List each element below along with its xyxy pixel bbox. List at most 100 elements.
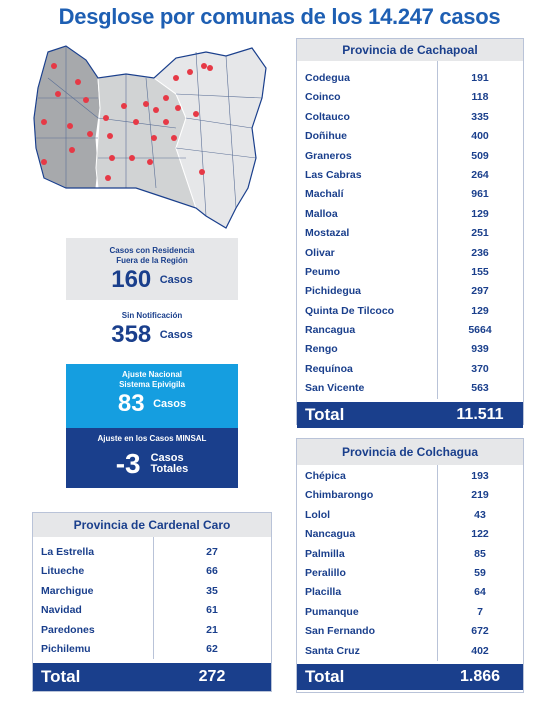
table-row: San Vicente 563 [297, 379, 523, 398]
comuna-cases: 59 [474, 566, 486, 579]
comuna-name: Rengo [305, 343, 338, 356]
comuna-cases: 251 [471, 227, 489, 240]
table-row: La Estrella 27 [33, 543, 271, 562]
table-row: Requínoa 370 [297, 360, 523, 379]
comuna-name: San Vicente [305, 382, 365, 395]
table-row: Quinta De Tilcoco 129 [297, 302, 523, 321]
comuna-name: Lolol [305, 508, 331, 521]
cardenal-caro-total-row: Total 272 [33, 663, 271, 692]
comuna-cases: 939 [471, 343, 489, 356]
table-row: Chépica 193 [297, 467, 523, 486]
cardenal-caro-header: Provincia de Cardenal Caro [33, 513, 271, 537]
table-row: Pichilemu 62 [33, 640, 271, 659]
comuna-name: Coltauco [305, 110, 350, 123]
table-row: Malloa 129 [297, 205, 523, 224]
table-row: Pumanque 7 [297, 603, 523, 622]
sin-notificacion-unit: Casos [159, 329, 193, 341]
residencia-label-2: Fuera de la Región [116, 256, 188, 265]
page-title: Desglose por comunas de los 14.247 casos [58, 4, 501, 29]
table-row: San Fernando 672 [297, 622, 523, 641]
total-value: 1.866 [459, 667, 501, 685]
comuna-cases: 21 [206, 623, 218, 636]
comuna-cases: 85 [474, 547, 486, 560]
table-row: Machalí 961 [297, 185, 523, 204]
comuna-name: Olivar [305, 246, 335, 259]
comuna-cases: 122 [471, 528, 489, 541]
cardenal-caro-rows: La Estrella 27 Litueche 66 Marchigue 35 Navida… [33, 537, 271, 660]
location-pin-icon [41, 63, 213, 181]
comuna-cases: 155 [471, 265, 489, 278]
comuna-name: Quinta De Tilcoco [305, 304, 395, 317]
comuna-cases: 62 [206, 642, 218, 655]
cachapoal-rows: Codegua 191 Coinco 118 Coltauco 335 Doñihue 400… [297, 61, 523, 399]
residencia-box: Casos con Residencia Fuera de la Región … [66, 238, 238, 300]
comuna-cases: 7 [477, 605, 483, 618]
ajuste-nacional-label-2: Sistema Epivigila [119, 380, 185, 389]
comuna-cases: 193 [471, 470, 489, 482]
table-row: Santa Cruz 402 [297, 642, 523, 661]
comuna-name: Placilla [305, 586, 342, 599]
table-row: Coltauco 335 [297, 108, 523, 127]
table-row: Rancagua 5664 [297, 321, 523, 340]
comuna-cases: 118 [471, 91, 489, 104]
table-row: Navidad 61 [33, 601, 271, 620]
comuna-name: Graneros [305, 149, 352, 162]
column-divider [437, 61, 438, 399]
comuna-name: La Estrella [41, 546, 95, 558]
comuna-name: Pichilemu [41, 642, 91, 655]
table-row: Nancagua 122 [297, 525, 523, 544]
total-label: Total [305, 666, 345, 686]
comuna-cases: 236 [471, 246, 489, 259]
total-label: Total [41, 667, 81, 687]
comuna-name: Pumanque [305, 605, 359, 618]
comuna-name: Peralillo [305, 566, 346, 579]
comuna-cases: 191 [471, 72, 489, 84]
comuna-cases: 672 [471, 625, 489, 638]
ajuste-minsal-label: Ajuste en los Casos MINSAL [97, 434, 207, 443]
cachapoal-header: Provincia de Cachapoal [297, 39, 523, 61]
ajuste-nacional-label: Ajuste Nacional [121, 370, 182, 379]
comuna-cases: 43 [474, 508, 486, 521]
residencia-label: Casos con Residencia [109, 246, 195, 255]
comuna-cases: 961 [471, 188, 489, 201]
table-row: Marchigue 35 [33, 582, 271, 601]
comuna-name: Machalí [305, 188, 344, 201]
table-row: Codegua 191 [297, 69, 523, 88]
comuna-cases: 264 [471, 168, 489, 181]
table-row: Pichidegua 297 [297, 282, 523, 301]
region-map-icon [33, 45, 267, 229]
ajuste-minsal-unit-2: Totales [150, 463, 189, 475]
comuna-cases: 129 [471, 207, 489, 220]
comuna-name: Pichidegua [305, 285, 362, 298]
comuna-cases: 219 [471, 489, 489, 502]
comuna-cases: 64 [474, 586, 486, 599]
comuna-name: Mostazal [305, 227, 350, 240]
comuna-name: Doñihue [305, 130, 347, 143]
comuna-name: Coinco [305, 91, 341, 104]
comuna-cases: 61 [206, 604, 218, 617]
comuna-cases: 335 [471, 110, 489, 123]
comuna-name: Las Cabras [305, 168, 362, 181]
table-row: Chimbarongo 219 [297, 486, 523, 505]
ajuste-nacional-value: 83 [117, 390, 145, 417]
comuna-cases: 27 [206, 546, 218, 558]
comuna-name: San Fernando [305, 625, 376, 638]
comuna-name: Navidad [41, 604, 82, 617]
cachapoal-table: Provincia de Cachapoal Codegua 191 Coinco 1… [296, 38, 524, 428]
ajuste-minsal-unit-1: Casos [150, 452, 184, 464]
comuna-name: Marchigue [41, 584, 94, 597]
ajuste-minsal-value: -3 [115, 448, 141, 479]
table-row: Olivar 236 [297, 244, 523, 263]
comuna-name: Codegua [305, 72, 350, 84]
table-row: Lolol 43 [297, 506, 523, 525]
comuna-name: Nancagua [305, 528, 356, 541]
column-divider [437, 465, 438, 661]
table-row: Peralillo 59 [297, 564, 523, 583]
total-value: 272 [198, 668, 226, 686]
comuna-cases: 297 [471, 285, 489, 298]
comuna-name: Peumo [305, 265, 341, 278]
ajuste-minsal-unit: Casos Totales [151, 453, 189, 475]
table-row: Coinco 118 [297, 88, 523, 107]
comuna-name: Palmilla [305, 547, 345, 560]
table-row: Placilla 64 [297, 583, 523, 602]
